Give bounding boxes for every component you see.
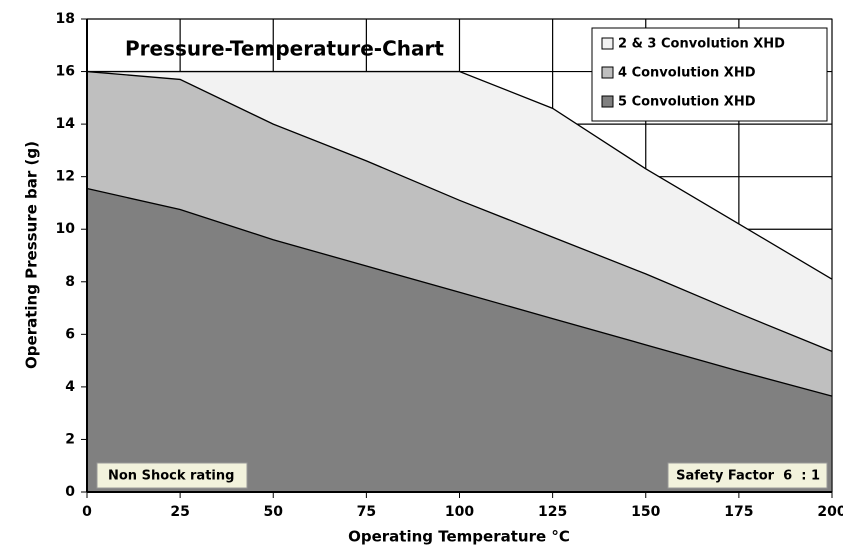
area-fill	[87, 188, 832, 492]
x-tick-label: 100	[445, 504, 474, 520]
x-tick-label: 25	[170, 504, 189, 520]
chart-title: Pressure-Temperature-Chart	[125, 37, 444, 61]
legend-swatch	[601, 66, 614, 79]
annotation: Safety Factor 6 : 1	[676, 469, 820, 484]
y-tick-label: 0	[65, 484, 75, 500]
area-line	[86, 187, 833, 397]
x-tick-label: 200	[817, 504, 843, 520]
x-tick-label: 150	[631, 504, 660, 520]
legend-swatch	[601, 37, 614, 50]
x-tick-label: 125	[538, 504, 567, 520]
x-tick-label: 175	[724, 504, 753, 520]
y-tick-label: 10	[56, 221, 76, 237]
x-axis-label: Operating Temperature °C	[348, 528, 570, 546]
legend-label: 4 Convolution XHD	[618, 66, 756, 81]
x-tick-label: 50	[264, 504, 284, 520]
y-tick-label: 2	[65, 431, 75, 447]
y-tick-label: 12	[56, 169, 75, 185]
y-tick-label: 4	[65, 379, 75, 395]
legend-box	[591, 27, 828, 122]
y-tick-label: 16	[56, 64, 75, 80]
y-tick-label: 18	[56, 11, 75, 27]
annotation-box	[667, 462, 828, 489]
annotation-box	[96, 462, 248, 489]
area-line	[86, 70, 833, 353]
y-axis-label: Operating Pressure bar (g)	[23, 141, 41, 369]
area-line	[87, 70, 833, 280]
legend-swatch	[601, 95, 614, 108]
y-tick-label: 14	[56, 116, 76, 132]
legend-label: 2 & 3 Convolution XHD	[618, 37, 785, 52]
x-tick-label: 75	[357, 504, 376, 520]
y-tick-label: 6	[65, 326, 75, 342]
annotation: Non Shock rating	[108, 469, 234, 484]
legend-label: 5 Convolution XHD	[618, 95, 756, 110]
y-tick-label: 8	[65, 274, 75, 290]
x-tick-label: 0	[82, 504, 92, 520]
